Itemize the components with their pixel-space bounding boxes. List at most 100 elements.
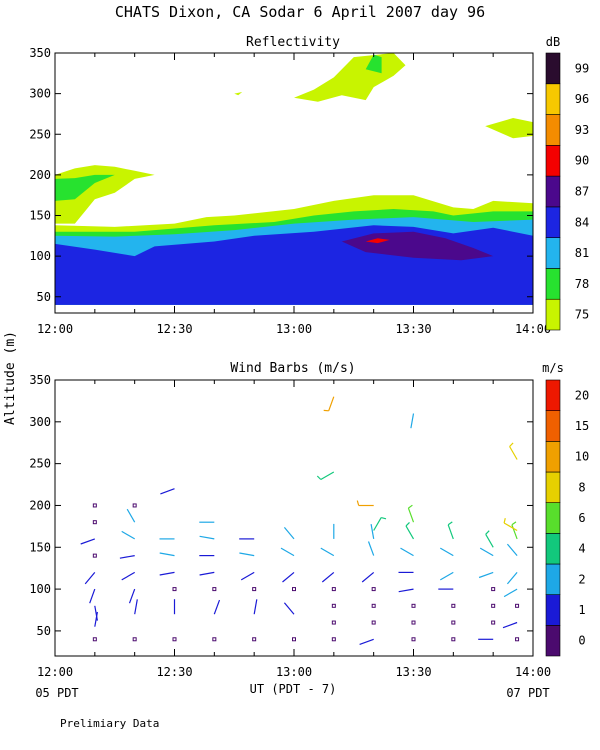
y-axis-label: Altitude (m) bbox=[3, 331, 18, 425]
wind-calm-marker-71 bbox=[451, 620, 456, 625]
wind-barb-27 bbox=[199, 571, 215, 576]
wind-colorbar-label: 0 bbox=[578, 634, 585, 648]
wind-barb-flag-59 bbox=[381, 517, 387, 520]
refl-colorbar-cell bbox=[545, 145, 561, 177]
refl-colorbar-cell bbox=[545, 114, 561, 146]
wind-barb-34 bbox=[240, 571, 255, 581]
wind-barb-29 bbox=[199, 535, 215, 540]
wind-barb-35 bbox=[239, 552, 255, 557]
refl-xtick-label: 14:00 bbox=[515, 322, 551, 336]
start-label: 05 PDT bbox=[35, 686, 78, 700]
wind-colorbar-label: 1 bbox=[578, 603, 585, 617]
wind-calm-marker-63 bbox=[411, 603, 416, 608]
wind-colorbar-cell bbox=[545, 471, 561, 503]
preliminary-note: Prelimiary Data bbox=[60, 717, 159, 730]
refl-ytick-label: 350 bbox=[29, 46, 51, 60]
refl-colorbar-label: 81 bbox=[575, 246, 589, 260]
wind-barb-40 bbox=[282, 571, 295, 583]
wind-calm-marker-54 bbox=[371, 603, 376, 608]
wind-barbs bbox=[80, 396, 520, 645]
wind-barb-59 bbox=[373, 517, 382, 531]
wind-barb-1 bbox=[94, 611, 98, 627]
wind-barb-13 bbox=[119, 555, 135, 559]
wind-calm-marker-24 bbox=[212, 637, 217, 642]
wind-calm-marker-37 bbox=[292, 637, 296, 642]
refl-xtick-label: 12:00 bbox=[37, 322, 73, 336]
wind-barb-81 bbox=[478, 571, 494, 579]
wind-calm-marker-31 bbox=[252, 637, 257, 642]
wind-colorbar-cell bbox=[545, 594, 561, 626]
wind-colorbar-label: 10 bbox=[575, 450, 589, 464]
wind-barb-58 bbox=[370, 523, 375, 540]
wind-barb-74 bbox=[440, 571, 454, 581]
refl-colorbar-cell bbox=[545, 52, 561, 85]
wind-ytick-label: 50 bbox=[37, 624, 51, 638]
wind-colorbar-cell bbox=[545, 410, 561, 442]
wind-colorbar-label: 6 bbox=[578, 511, 585, 525]
refl-ytick-label: 50 bbox=[37, 290, 51, 304]
wind-barb-12 bbox=[121, 571, 135, 581]
wind-calm-marker-8 bbox=[92, 503, 97, 508]
wind-colorbar: 0 1 2 4 6 8 10 15 20 bbox=[545, 379, 589, 657]
refl-colorbar-label: 90 bbox=[575, 154, 589, 168]
wind-calm-marker-19 bbox=[172, 587, 177, 592]
refl-ytick-label: 100 bbox=[29, 249, 51, 263]
wind-barb-42 bbox=[283, 527, 295, 540]
wind-colorbar-cell bbox=[545, 533, 561, 565]
wind-axes: 50 100 150 200 250 300 350 12:00 12:30 13:00 13:30… bbox=[29, 373, 551, 679]
wind-barb-flag-92 bbox=[509, 442, 514, 447]
refl-xtick-label: 13:00 bbox=[276, 322, 312, 336]
wind-calm-marker-46 bbox=[331, 587, 336, 592]
wind-barb-25 bbox=[213, 599, 221, 615]
wind-calm-marker-61 bbox=[411, 637, 416, 642]
wind-barb-76 bbox=[447, 524, 454, 540]
wind-barb-flag-67 bbox=[405, 521, 410, 527]
wind-colorbar-cell bbox=[545, 502, 561, 534]
wind-barb-14 bbox=[121, 530, 135, 540]
wind-barb-87 bbox=[503, 588, 518, 598]
wind-barb-52 bbox=[359, 638, 374, 645]
refl-xtick-label: 12:30 bbox=[156, 322, 192, 336]
wind-barb-flag-60 bbox=[356, 500, 360, 506]
wind-calm-marker-45 bbox=[331, 603, 336, 608]
wind-calm-marker-39 bbox=[292, 587, 296, 592]
wind-barb-47 bbox=[321, 571, 335, 583]
reflectivity-region-2 bbox=[55, 174, 115, 201]
wind-barb-15 bbox=[126, 508, 136, 523]
reflectivity-axes: 50 100 150 200 250 300 350 12:00 12:30 13:00 13:30… bbox=[29, 46, 551, 336]
wind-barb-11 bbox=[128, 588, 136, 604]
wind-barb-flag-68 bbox=[408, 504, 413, 509]
wind-calm-marker-62 bbox=[411, 620, 416, 625]
wind-barb-69 bbox=[410, 413, 415, 429]
wind-barb-41 bbox=[280, 547, 295, 557]
reflectivity-region-11 bbox=[234, 92, 243, 96]
wind-colorbar-label: 2 bbox=[578, 572, 585, 586]
wind-barb-flag-83 bbox=[485, 530, 490, 535]
refl-colorbar-label: 75 bbox=[575, 308, 589, 322]
reflectivity-colorbar-unit: dB bbox=[546, 35, 560, 49]
wind-ytick-label: 350 bbox=[29, 373, 51, 387]
wind-ytick-label: 250 bbox=[29, 457, 51, 471]
refl-colorbar-label: 84 bbox=[575, 215, 589, 229]
wind-barb-64 bbox=[398, 588, 414, 593]
wind-barb-flag-76 bbox=[447, 521, 453, 526]
wind-barb-83 bbox=[485, 534, 494, 548]
wind-xtick-label: 12:30 bbox=[156, 665, 192, 679]
wind-colorbar-cell bbox=[545, 379, 561, 411]
wind-calm-marker-78 bbox=[491, 620, 496, 625]
wind-calm-marker-33 bbox=[252, 587, 257, 592]
refl-colorbar-label: 96 bbox=[575, 92, 589, 106]
refl-colorbar-cell bbox=[545, 298, 561, 331]
wind-panel: Wind Barbs (m/s) 5010015020025030035012:… bbox=[29, 361, 589, 679]
wind-frame bbox=[54, 379, 534, 657]
wind-calm-marker-79 bbox=[491, 603, 496, 608]
reflectivity-contours bbox=[55, 53, 533, 305]
wind-colorbar-label: 4 bbox=[578, 542, 585, 556]
wind-calm-marker-43 bbox=[331, 637, 336, 642]
wind-barb-82 bbox=[479, 547, 494, 557]
reflectivity-title: Reflectivity bbox=[246, 35, 340, 50]
wind-calm-marker-72 bbox=[451, 603, 456, 608]
wind-barb-2 bbox=[94, 605, 98, 621]
